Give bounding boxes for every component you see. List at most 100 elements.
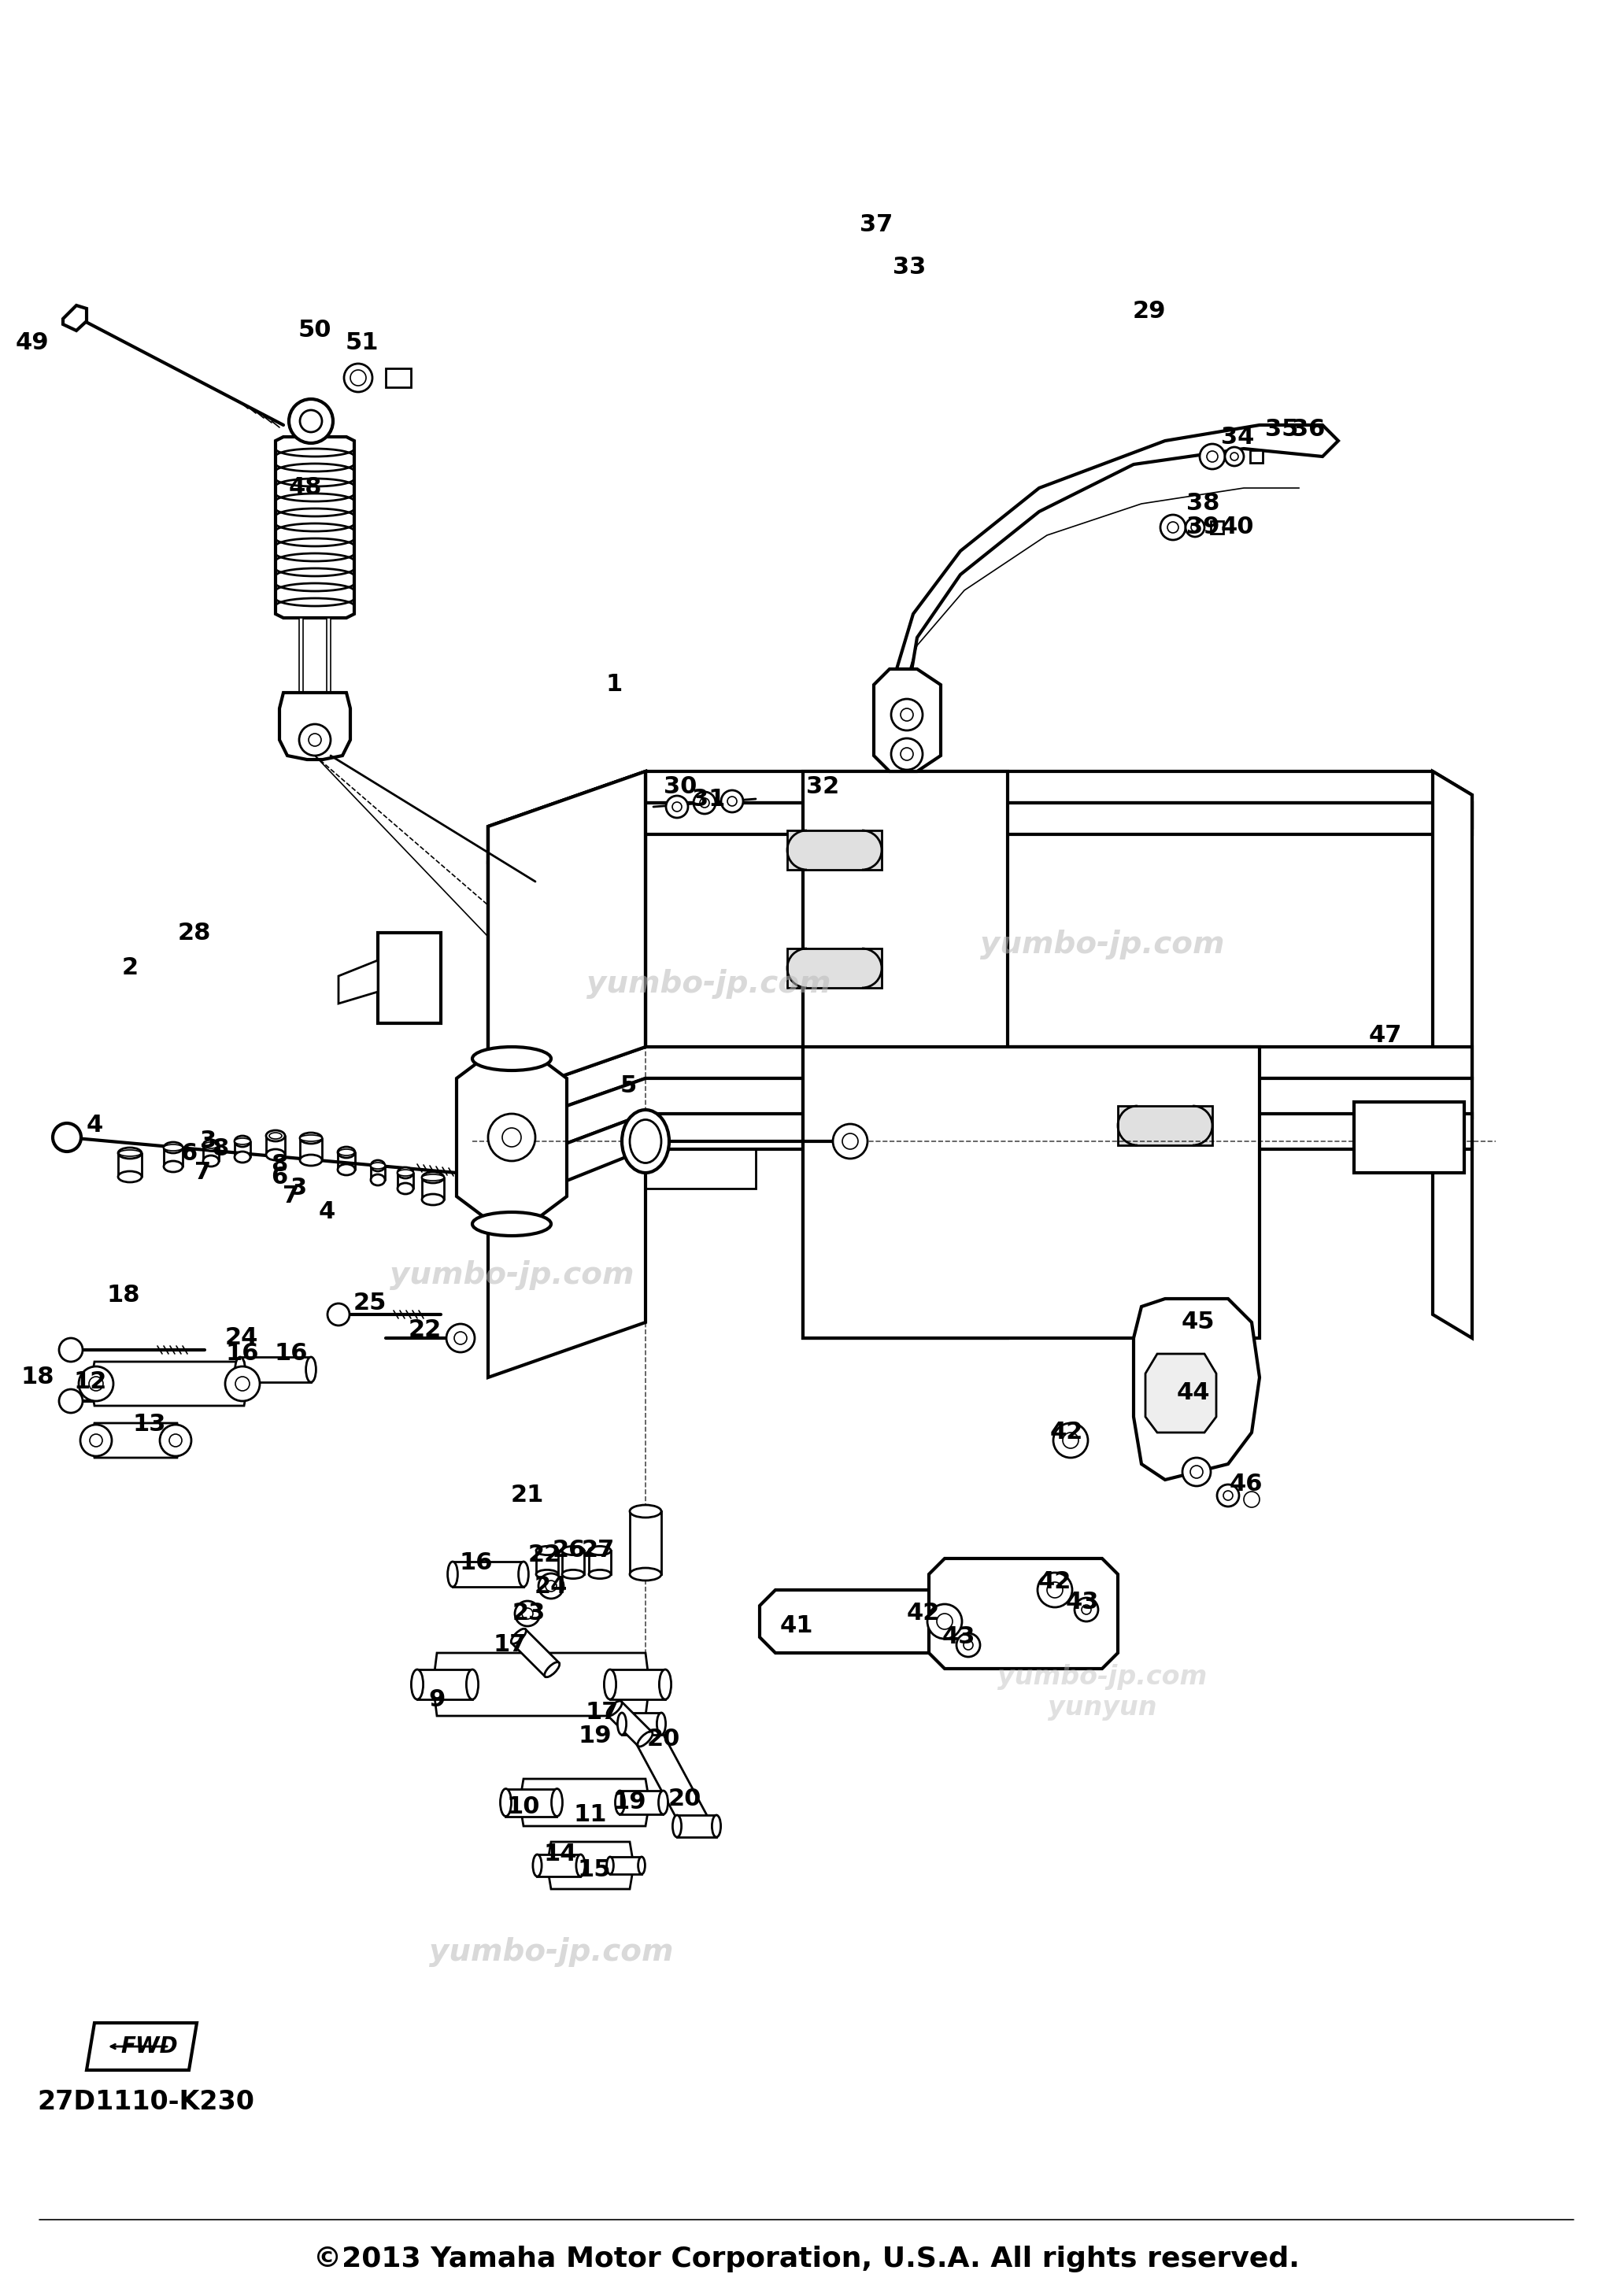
Text: 45: 45 (1181, 1311, 1215, 1334)
Text: 22: 22 (408, 1318, 442, 1341)
Ellipse shape (623, 1109, 669, 1173)
Ellipse shape (615, 1791, 624, 1814)
Circle shape (79, 1366, 113, 1401)
Text: 20: 20 (647, 1729, 681, 1752)
Ellipse shape (234, 1137, 250, 1146)
Text: 21: 21 (511, 1483, 544, 1506)
Text: 31: 31 (692, 788, 726, 810)
Ellipse shape (423, 1173, 444, 1180)
Polygon shape (489, 1079, 1473, 1173)
Polygon shape (489, 1114, 1473, 1212)
Circle shape (927, 1605, 961, 1639)
Polygon shape (63, 305, 87, 331)
Circle shape (539, 1573, 563, 1598)
Circle shape (842, 1134, 858, 1150)
Ellipse shape (656, 1713, 666, 1736)
Circle shape (81, 1426, 111, 1456)
Polygon shape (453, 1561, 524, 1587)
Text: 7: 7 (195, 1162, 211, 1185)
Ellipse shape (165, 1143, 182, 1150)
Polygon shape (561, 1550, 584, 1575)
Ellipse shape (165, 1162, 182, 1171)
Circle shape (694, 792, 716, 813)
Text: 28: 28 (177, 921, 211, 944)
Circle shape (900, 709, 913, 721)
Polygon shape (489, 1047, 1473, 1134)
Circle shape (1047, 1582, 1063, 1598)
Polygon shape (1134, 1300, 1260, 1479)
Ellipse shape (339, 1150, 355, 1155)
Ellipse shape (371, 1159, 386, 1171)
Polygon shape (547, 1841, 634, 1890)
Circle shape (1160, 514, 1186, 540)
Ellipse shape (606, 1701, 623, 1715)
Polygon shape (629, 1511, 661, 1575)
Ellipse shape (165, 1141, 182, 1153)
Polygon shape (623, 1713, 661, 1736)
Text: 42: 42 (1050, 1421, 1084, 1444)
Ellipse shape (711, 1816, 721, 1837)
Text: 6: 6 (271, 1166, 287, 1187)
Ellipse shape (576, 1855, 586, 1876)
Text: 19: 19 (579, 1724, 611, 1747)
Text: 16: 16 (226, 1343, 260, 1366)
Ellipse shape (629, 1120, 661, 1164)
Polygon shape (489, 771, 1473, 861)
Circle shape (673, 801, 682, 810)
Ellipse shape (300, 1155, 323, 1166)
Circle shape (169, 1435, 182, 1446)
Ellipse shape (203, 1155, 219, 1166)
Text: 3: 3 (200, 1130, 216, 1153)
Circle shape (1200, 443, 1224, 468)
Text: 7: 7 (282, 1185, 300, 1208)
Ellipse shape (397, 1182, 413, 1194)
Polygon shape (87, 2023, 197, 2071)
Ellipse shape (536, 1570, 558, 1580)
Ellipse shape (300, 1132, 323, 1143)
Circle shape (1223, 1490, 1232, 1499)
Ellipse shape (639, 1857, 645, 1874)
Text: 25: 25 (353, 1290, 387, 1313)
Circle shape (1053, 1424, 1087, 1458)
Text: yumbo-jp.com: yumbo-jp.com (389, 1261, 634, 1290)
Ellipse shape (306, 1357, 316, 1382)
Text: 17: 17 (494, 1635, 527, 1655)
Text: 26: 26 (553, 1538, 586, 1561)
Circle shape (1037, 1573, 1073, 1607)
Text: 27: 27 (582, 1538, 615, 1561)
Circle shape (502, 1127, 521, 1146)
Polygon shape (536, 1550, 558, 1575)
Polygon shape (90, 1424, 181, 1458)
Text: 13: 13 (132, 1414, 166, 1435)
Text: yumbo-jp.com: yumbo-jp.com (429, 1938, 673, 1968)
Polygon shape (645, 1095, 756, 1189)
Ellipse shape (473, 1212, 552, 1235)
Circle shape (1074, 1598, 1098, 1621)
Circle shape (60, 1339, 82, 1362)
Polygon shape (432, 1653, 650, 1715)
Circle shape (226, 1366, 260, 1401)
Ellipse shape (397, 1166, 413, 1178)
Text: 19: 19 (613, 1791, 647, 1814)
Text: 32: 32 (806, 776, 839, 799)
Ellipse shape (337, 1146, 355, 1157)
Text: 51: 51 (345, 331, 379, 354)
Text: 16: 16 (460, 1552, 494, 1573)
Text: 3: 3 (290, 1178, 308, 1201)
Circle shape (832, 1125, 868, 1159)
Text: 5: 5 (619, 1075, 637, 1097)
Ellipse shape (518, 1561, 529, 1587)
Polygon shape (803, 771, 1008, 1339)
Circle shape (327, 1304, 350, 1325)
Ellipse shape (561, 1570, 584, 1580)
Circle shape (350, 370, 366, 386)
Polygon shape (1250, 450, 1263, 464)
Text: 8: 8 (211, 1139, 229, 1159)
Polygon shape (377, 932, 440, 1024)
Polygon shape (608, 1701, 652, 1745)
Circle shape (1168, 521, 1179, 533)
Circle shape (1182, 1458, 1211, 1486)
Circle shape (1082, 1605, 1090, 1614)
Ellipse shape (673, 1816, 681, 1837)
Ellipse shape (300, 1134, 323, 1141)
